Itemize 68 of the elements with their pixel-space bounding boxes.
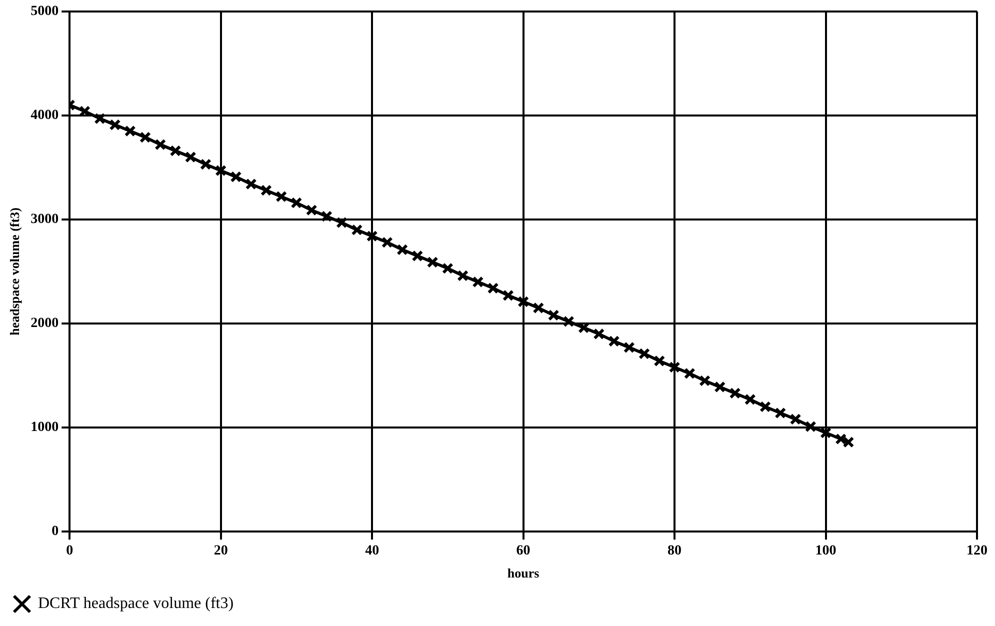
point bbox=[760, 401, 772, 412]
y-tick-label: 3000 bbox=[30, 212, 59, 228]
point bbox=[230, 171, 242, 183]
point bbox=[396, 244, 408, 256]
point bbox=[139, 132, 151, 144]
point bbox=[820, 427, 832, 439]
x-axis-title: hours bbox=[507, 566, 540, 581]
point bbox=[442, 262, 454, 274]
point bbox=[714, 381, 726, 393]
legend-label: DCRT headspace volume (ft3) bbox=[38, 595, 234, 612]
x-tick-label: 100 bbox=[815, 544, 836, 559]
y-tick-label: 1000 bbox=[30, 420, 59, 436]
point bbox=[78, 106, 90, 118]
point bbox=[170, 145, 182, 157]
x-tick-label: 80 bbox=[668, 544, 682, 559]
point bbox=[623, 342, 635, 354]
point bbox=[381, 236, 393, 248]
point bbox=[154, 138, 166, 150]
y-tick-label: 2000 bbox=[30, 316, 59, 332]
point bbox=[366, 230, 378, 242]
point bbox=[245, 178, 257, 190]
point bbox=[654, 355, 666, 367]
point bbox=[804, 420, 816, 432]
point bbox=[412, 250, 424, 262]
point bbox=[336, 216, 348, 228]
point bbox=[109, 119, 121, 131]
point bbox=[578, 322, 590, 334]
point bbox=[260, 184, 272, 196]
x-tick-label: 0 bbox=[66, 544, 74, 559]
point bbox=[638, 348, 650, 360]
point bbox=[351, 224, 363, 236]
point bbox=[487, 282, 499, 294]
point bbox=[562, 316, 574, 328]
point bbox=[774, 407, 786, 419]
point bbox=[472, 276, 484, 288]
point bbox=[306, 204, 318, 216]
point bbox=[790, 413, 802, 425]
point bbox=[320, 210, 332, 222]
point bbox=[426, 256, 438, 268]
x-tick-label: 60 bbox=[516, 544, 530, 559]
point bbox=[457, 270, 469, 282]
point bbox=[835, 433, 847, 445]
y-axis-title: headspace volume (ft3) bbox=[7, 208, 22, 336]
y-tick-label: 4000 bbox=[30, 108, 59, 124]
point bbox=[699, 375, 711, 386]
point bbox=[729, 387, 741, 399]
point bbox=[502, 290, 514, 302]
point bbox=[94, 112, 106, 124]
point bbox=[548, 309, 560, 321]
point bbox=[608, 335, 620, 347]
point bbox=[684, 368, 696, 380]
x-tick-label: 20 bbox=[214, 544, 228, 559]
point bbox=[290, 197, 302, 209]
point bbox=[124, 125, 136, 137]
x-tick-label: 120 bbox=[966, 544, 988, 559]
point bbox=[200, 158, 212, 170]
y-tick-label: 0 bbox=[52, 524, 59, 540]
point bbox=[668, 361, 680, 373]
x-tick-label: 40 bbox=[365, 544, 380, 559]
point bbox=[593, 328, 605, 340]
point bbox=[532, 302, 544, 314]
y-tick-label: 5000 bbox=[30, 4, 59, 20]
point bbox=[215, 164, 227, 176]
point bbox=[518, 296, 530, 308]
point bbox=[744, 394, 756, 406]
point bbox=[184, 151, 196, 163]
point bbox=[842, 436, 854, 448]
point bbox=[276, 190, 288, 202]
